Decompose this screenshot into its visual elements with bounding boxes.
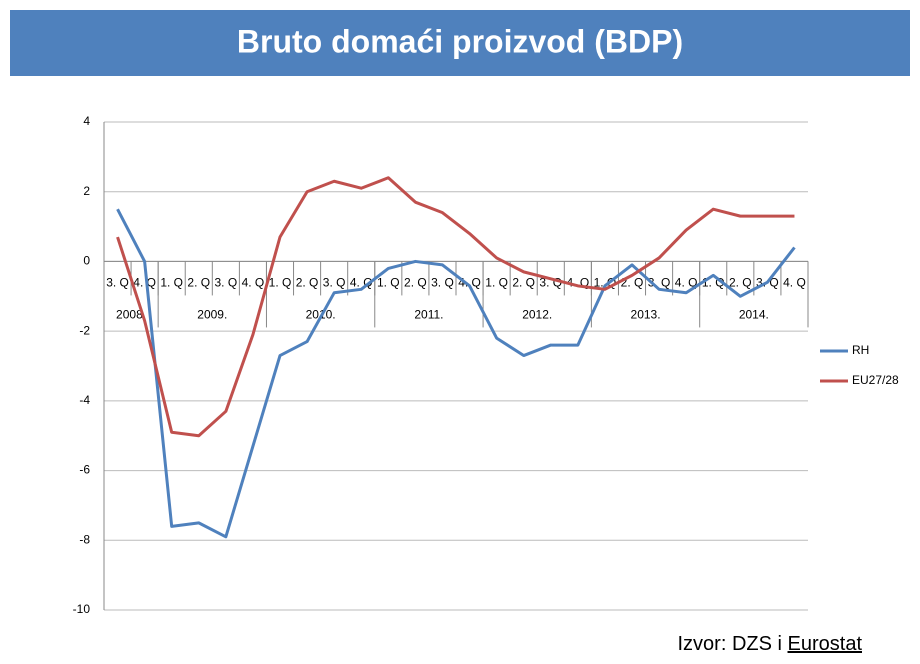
series-line: [116, 176, 795, 438]
y-tick-label: -4: [79, 393, 90, 407]
x-tick-label: 4. Q: [133, 276, 156, 290]
x-tick-label: 2. Q: [187, 276, 210, 290]
y-tick-label: -10: [73, 602, 91, 616]
x-tick-label: 1. Q: [485, 276, 508, 290]
x-group-label: 2014.: [739, 308, 769, 322]
x-tick-label: 1. Q: [160, 276, 183, 290]
legend-label: RH: [852, 343, 869, 357]
y-tick-label: 4: [83, 114, 90, 128]
x-tick-label: 4. Q: [675, 276, 698, 290]
x-tick-label: 1. Q: [377, 276, 400, 290]
source-link: Eurostat: [788, 633, 863, 655]
x-tick-label: 3. Q: [106, 276, 129, 290]
source: Izvor: DZS i Eurostat: [678, 633, 863, 655]
y-tick-label: -2: [79, 323, 90, 337]
x-group-label: 2008.: [116, 308, 146, 322]
x-tick-label: 4. Q: [783, 276, 806, 290]
x-group-label: 2011.: [414, 308, 443, 322]
y-tick-label: -8: [79, 532, 90, 546]
title-bar: [10, 10, 910, 76]
y-tick-label: 0: [83, 254, 90, 268]
legend-label: EU27/28: [852, 373, 899, 387]
source-text: Izvor: DZS i: [678, 633, 782, 655]
x-tick-label: 3. Q: [323, 276, 346, 290]
x-tick-label: 4. Q: [458, 276, 481, 290]
slide-title: Bruto domaći proizvod (BDP): [237, 23, 683, 59]
x-tick-label: 2. Q: [621, 276, 644, 290]
x-tick-label: 2. Q: [729, 276, 752, 290]
x-group-label: 2012.: [522, 308, 552, 322]
y-tick-label: 2: [83, 184, 90, 198]
x-tick-label: 1. Q: [269, 276, 292, 290]
y-tick-label: -6: [79, 463, 90, 477]
x-tick-label: 2. Q: [512, 276, 535, 290]
x-group-label: 2013.: [631, 308, 661, 322]
x-tick-label: 4. Q: [242, 276, 265, 290]
x-tick-label: 3. Q: [431, 276, 454, 290]
series-line: [116, 208, 796, 539]
x-tick-label: 2. Q: [404, 276, 427, 290]
x-group-label: 2009.: [197, 308, 227, 322]
x-tick-label: 2. Q: [296, 276, 319, 290]
x-tick-label: 3. Q: [215, 276, 238, 290]
